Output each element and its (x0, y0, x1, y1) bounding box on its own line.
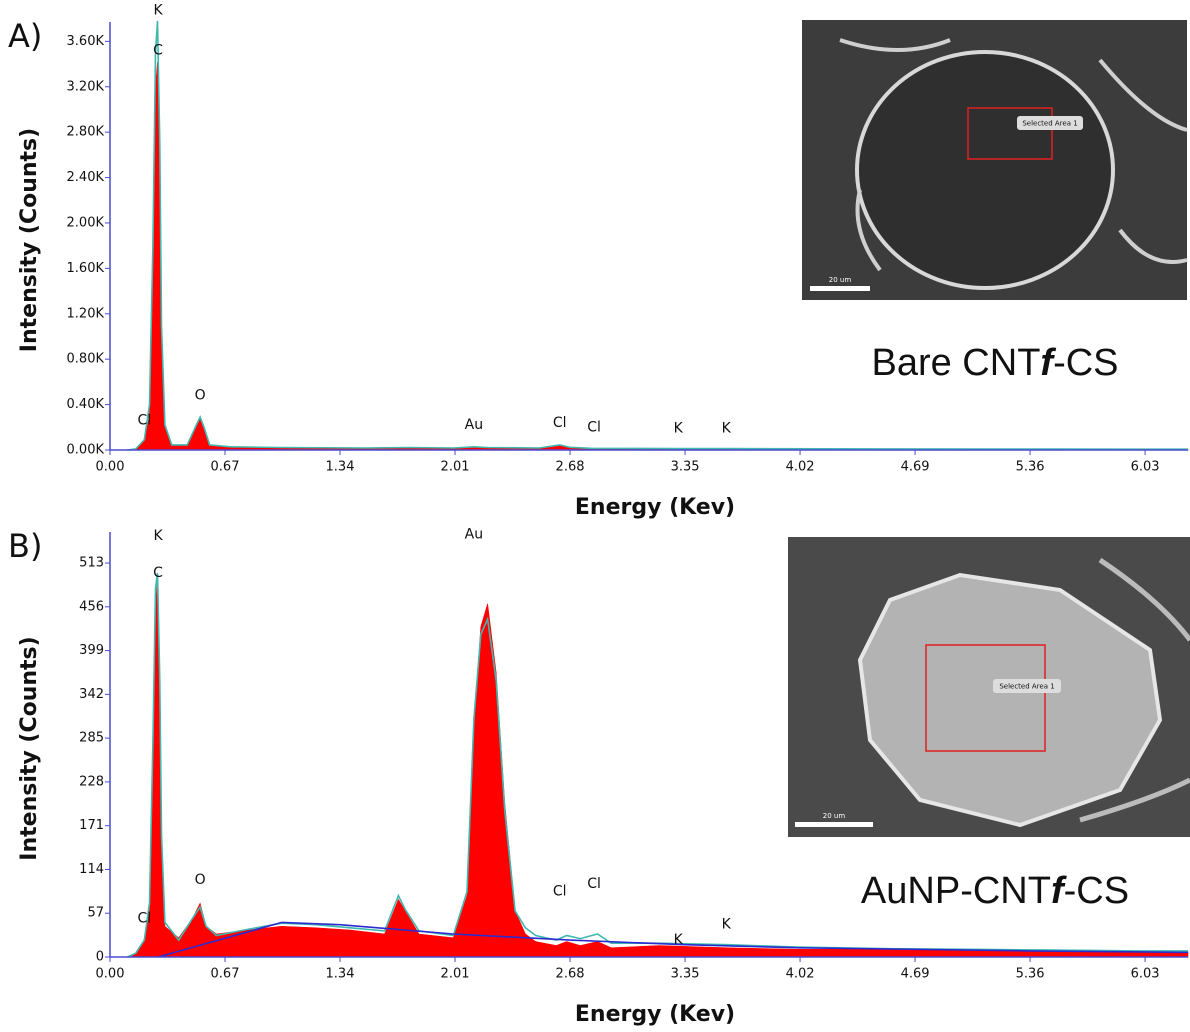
peak-label: C (153, 565, 163, 581)
y-tick-label: 2.40K (67, 170, 105, 185)
peak-label: K (674, 932, 684, 948)
y-tick-label: 228 (79, 774, 104, 789)
y-tick-label: 114 (79, 862, 104, 877)
region-label: Selected Area 1 (1022, 120, 1077, 128)
peak-label: Cl (553, 884, 567, 900)
sample-label-part: f (1040, 342, 1056, 384)
x-tick-label: 4.02 (786, 967, 815, 982)
y-tick-label: 342 (79, 687, 104, 702)
y-axis-title: Intensity (Counts) (17, 128, 42, 352)
sample-label-part: -CS (1053, 342, 1118, 384)
sample-label-part: Bare CNT (871, 342, 1040, 384)
peak-label: O (195, 388, 206, 404)
x-axis-title: Energy (Kev) (575, 495, 735, 520)
scale-label: 20 um (829, 276, 852, 284)
peak-label: Au (465, 417, 483, 433)
peak-label: K (722, 917, 732, 933)
scale-label: 20 um (823, 812, 846, 820)
peak-label: K (153, 3, 163, 19)
y-tick-label: 171 (79, 818, 104, 833)
sem-image: Selected Area 1 20 um (788, 537, 1190, 837)
y-tick-label: 3.60K (67, 34, 105, 49)
x-tick-label: 4.69 (901, 460, 930, 475)
peak-label: Cl (553, 415, 567, 431)
peak-label: Cl (137, 911, 151, 927)
peak-label: Cl (137, 412, 151, 428)
x-tick-label: 0.67 (211, 967, 240, 982)
x-tick-label: 0.67 (211, 460, 240, 475)
y-tick-label: 0 (96, 950, 104, 965)
peak-label: Cl (587, 419, 601, 435)
peak-label: C (153, 42, 163, 58)
peak-label: O (195, 872, 206, 888)
y-tick-label: 3.20K (67, 79, 105, 94)
x-axis-title: Energy (Kev) (575, 1002, 735, 1027)
x-tick-label: 1.34 (326, 967, 355, 982)
x-tick-label: 1.34 (326, 460, 355, 475)
y-tick-label: 2.00K (67, 215, 105, 230)
y-tick-label: 0.80K (67, 352, 105, 367)
x-tick-label: 3.35 (671, 460, 700, 475)
x-tick-label: 2.01 (441, 967, 470, 982)
y-tick-label: 1.60K (67, 261, 105, 276)
x-tick-label: 0.00 (96, 967, 125, 982)
y-tick-label: 456 (79, 599, 104, 614)
y-tick-label: 285 (79, 731, 104, 746)
y-axis-title: Intensity (Counts) (17, 636, 42, 860)
peak-label: K (674, 420, 684, 436)
sem-image: Selected Area 1 20 um (802, 20, 1188, 300)
y-tick-label: 0.00K (67, 443, 105, 458)
sample-label: AuNP-CNTf-CS (861, 870, 1129, 912)
panel-label: A) (8, 17, 42, 55)
x-tick-label: 6.03 (1131, 967, 1160, 982)
sample-label-part: AuNP-CNT (861, 870, 1051, 912)
y-tick-label: 2.80K (67, 125, 105, 140)
x-tick-label: 2.01 (441, 460, 470, 475)
x-tick-label: 5.36 (1016, 460, 1045, 475)
y-tick-label: 1.20K (67, 306, 105, 321)
x-tick-label: 4.02 (786, 460, 815, 475)
x-tick-label: 6.03 (1131, 460, 1160, 475)
peak-label: K (153, 528, 163, 544)
sample-label-part: -CS (1064, 870, 1129, 912)
spectrum-line (157, 921, 1189, 958)
x-tick-label: 3.35 (671, 967, 700, 982)
peak-label: K (722, 420, 732, 436)
peak-label: Au (465, 527, 483, 543)
y-tick-label: 399 (79, 643, 104, 658)
region-label: Selected Area 1 (999, 683, 1054, 691)
sample-label-part: f (1051, 870, 1067, 912)
x-tick-label: 2.68 (556, 460, 585, 475)
peak-label: Cl (587, 876, 601, 892)
sample-label: Bare CNTf-CS (871, 342, 1118, 384)
x-tick-label: 0.00 (96, 460, 125, 475)
y-tick-label: 57 (87, 906, 104, 921)
x-tick-label: 4.69 (901, 967, 930, 982)
panel-label: B) (8, 527, 42, 565)
y-tick-label: 513 (79, 556, 104, 571)
y-tick-label: 0.40K (67, 397, 105, 412)
x-tick-label: 5.36 (1016, 967, 1045, 982)
spectrum-line (127, 20, 1189, 451)
x-tick-label: 2.68 (556, 967, 585, 982)
